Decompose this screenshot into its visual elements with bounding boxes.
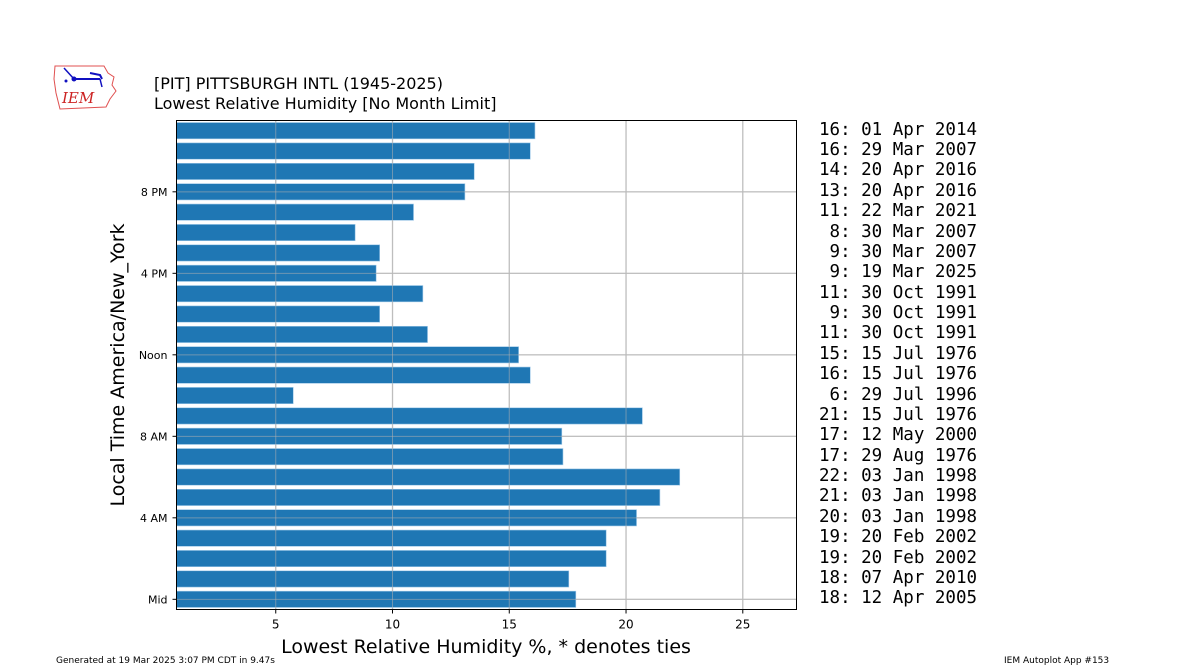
y-tick-label: Mid	[148, 593, 168, 606]
annotation-hour-12: 15: 15 Jul 1976	[819, 343, 978, 364]
bar-hour-23	[176, 122, 536, 140]
bar-hour-17	[176, 244, 380, 262]
annotation-hour-19: 11: 22 Mar 2021	[819, 201, 978, 222]
annotation-hour-10: 6: 29 Jul 1996	[819, 384, 978, 405]
y-gridlines-overlay	[176, 191, 797, 600]
annotation-hour-11: 16: 15 Jul 1976	[819, 364, 978, 385]
annotation-hour-6: 22: 03 Jan 1998	[819, 466, 978, 487]
iem-logo-icon	[53, 65, 117, 110]
bar-hour-21	[176, 162, 475, 180]
annotation-hour-15: 11: 30 Oct 1991	[819, 282, 978, 303]
annotation-hour-20: 13: 20 Apr 2016	[819, 180, 978, 201]
annotation-hour-2: 19: 20 Feb 2002	[819, 547, 978, 568]
annotation-hour-22: 16: 29 Mar 2007	[819, 140, 978, 161]
bars	[176, 122, 681, 608]
bar-hour-7	[176, 448, 564, 466]
annotation-hour-0: 18: 12 Apr 2005	[819, 588, 978, 609]
bar-hour-18	[176, 224, 356, 242]
annotation-hour-1: 18: 07 Apr 2010	[819, 567, 978, 588]
bar-hour-15	[176, 285, 424, 303]
x-tick-label: 25	[735, 618, 750, 632]
x-tick-label: 10	[385, 618, 400, 632]
x-tick-label: 15	[502, 618, 517, 632]
y-axis-label: Local Time America/New_York	[107, 223, 129, 506]
bar-hour-14	[176, 305, 380, 323]
bar-hour-13	[176, 325, 428, 343]
annotation-hour-23: 16: 01 Apr 2014	[819, 119, 978, 140]
bar-hour-3	[176, 529, 607, 547]
bar-hour-6	[176, 468, 681, 486]
annotation-hour-17: 9: 30 Mar 2007	[819, 241, 978, 262]
annotation-hour-4: 20: 03 Jan 1998	[819, 506, 978, 527]
bar-hour-11	[176, 366, 531, 384]
annotation-hour-21: 14: 20 Apr 2016	[819, 160, 978, 181]
x-tick-label: 5	[272, 618, 280, 632]
bar-hour-5	[176, 488, 661, 506]
bar-hour-1	[176, 570, 570, 588]
footer-app: IEM Autoplot App #153	[1004, 656, 1110, 666]
annotation-hour-8: 17: 12 May 2000	[819, 425, 978, 446]
annotation-hour-13: 11: 30 Oct 1991	[819, 323, 978, 344]
y-tick-label: Noon	[139, 349, 168, 362]
iem-logo: IEM	[52, 63, 118, 111]
annotation-hour-9: 21: 15 Jul 1976	[819, 404, 978, 425]
iem-logo-text: IEM	[62, 89, 95, 107]
chart-subtitle: Lowest Relative Humidity [No Month Limit…	[154, 94, 497, 113]
bar-hour-19	[176, 203, 414, 221]
y-tick-label: 4 PM	[141, 267, 168, 280]
bar-hour-9	[176, 407, 643, 425]
y-ticks: Mid 4 AM 8 AM Noon 4 PM 8 PM	[139, 186, 177, 606]
annotation-hour-7: 17: 29 Aug 1976	[819, 445, 978, 466]
chart-title: [PIT] PITTSBURGH INTL (1945-2025)	[154, 74, 443, 93]
bar-hour-2	[176, 550, 607, 568]
x-gridlines-overlay	[275, 120, 744, 610]
x-tick-label: 20	[618, 618, 633, 632]
y-tick-label: 8 AM	[140, 430, 168, 443]
x-axis-label: Lowest Relative Humidity %, * denotes ti…	[281, 636, 691, 658]
x-ticks: 5 10 15 20 25	[272, 609, 750, 632]
footer-generated: Generated at 19 Mar 2025 3:07 PM CDT in …	[56, 656, 275, 666]
annotation-hour-5: 21: 03 Jan 1998	[819, 486, 978, 507]
y-tick-label: 4 AM	[140, 512, 168, 525]
plot-frame	[176, 120, 797, 610]
annotation-hour-3: 19: 20 Feb 2002	[819, 527, 978, 548]
annotation-hour-14: 9: 30 Oct 1991	[819, 303, 978, 324]
annotation-hour-16: 9: 19 Mar 2025	[819, 262, 978, 283]
bar-hour-22	[176, 142, 531, 160]
y-tick-label: 8 PM	[141, 186, 168, 199]
annotation-hour-18: 8: 30 Mar 2007	[819, 221, 978, 242]
